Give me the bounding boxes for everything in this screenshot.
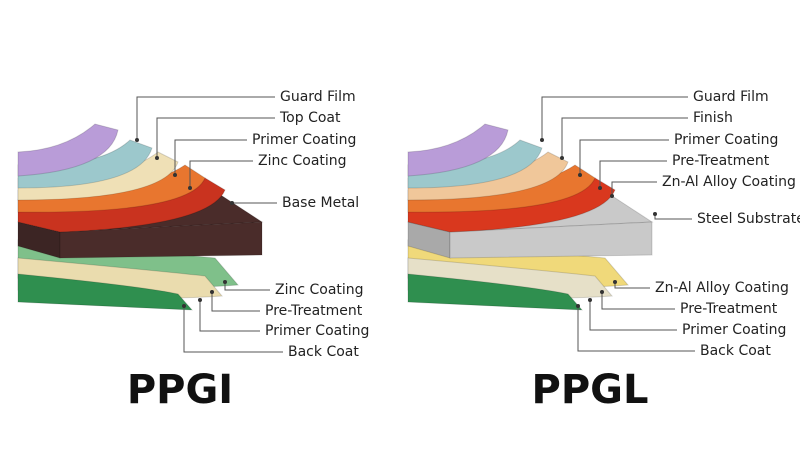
- leader-line: [561, 117, 688, 158]
- layer-label: Zn-Al Alloy Coating: [655, 280, 789, 296]
- layer: [17, 123, 119, 177]
- layer-label: Steel Substrate: [697, 211, 800, 227]
- layer-label: Back Coat: [700, 343, 771, 359]
- diagram-title: PPGL: [532, 367, 649, 413]
- layer: [449, 221, 653, 259]
- leader-line: [579, 139, 669, 175]
- layer-label: Pre-Treatment: [680, 301, 778, 317]
- leader-line: [577, 306, 695, 352]
- layer-label: Pre-Treatment: [265, 303, 363, 319]
- leader-dot: [198, 298, 202, 302]
- leader-dot: [576, 304, 580, 308]
- layer-label: Pre-Treatment: [672, 153, 770, 169]
- leader-dot: [188, 186, 192, 190]
- layer-label: Back Coat: [288, 344, 359, 360]
- leader-line: [189, 160, 253, 188]
- diagram-title: PPGI: [127, 367, 233, 413]
- leader-line: [589, 300, 677, 331]
- leader-dot: [155, 156, 159, 160]
- leader-line: [541, 96, 688, 140]
- leader-dot: [173, 173, 177, 177]
- leader-dot: [540, 138, 544, 142]
- leader-line: [156, 117, 275, 158]
- layer-label: Guard Film: [693, 89, 769, 105]
- layer-label: Zinc Coating: [258, 153, 347, 169]
- leader-dot: [653, 212, 657, 216]
- leader-dot: [230, 201, 234, 205]
- leader-dot: [588, 298, 592, 302]
- layer: [59, 221, 263, 259]
- leader-line: [136, 96, 275, 140]
- layer-label: Primer Coating: [674, 132, 778, 148]
- layer-label: Top Coat: [279, 110, 341, 126]
- layer-label: Primer Coating: [252, 132, 356, 148]
- leader-dot: [560, 156, 564, 160]
- layer-label: Primer Coating: [265, 323, 369, 339]
- leader-line: [611, 181, 657, 196]
- leader-dot: [613, 280, 617, 284]
- leader-dot: [600, 290, 604, 294]
- leader-line: [654, 214, 692, 220]
- layer: [17, 273, 194, 311]
- leader-dot: [598, 186, 602, 190]
- layer: [407, 123, 509, 177]
- leader-line: [199, 300, 260, 332]
- leader-dot: [210, 290, 214, 294]
- leader-line: [211, 292, 260, 312]
- leader-dot: [223, 280, 227, 284]
- layer-label: Guard Film: [280, 89, 356, 105]
- layer-label: Zinc Coating: [275, 282, 364, 298]
- layer: [407, 273, 584, 311]
- leader-line: [599, 160, 667, 188]
- layer-label: Zn-Al Alloy Coating: [662, 174, 796, 190]
- layer-stack: [407, 123, 654, 311]
- layer-label: Primer Coating: [682, 322, 786, 338]
- layer-label: Base Metal: [282, 195, 359, 211]
- leader-dot: [182, 304, 186, 308]
- leader-dot: [135, 138, 139, 142]
- layer-label: Finish: [693, 110, 733, 126]
- leader-line: [183, 306, 283, 353]
- leader-line: [174, 139, 247, 175]
- layer-stack: [17, 123, 264, 311]
- leader-line: [601, 292, 675, 310]
- leader-line: [224, 282, 270, 291]
- leader-dot: [578, 173, 582, 177]
- leader-dot: [610, 194, 614, 198]
